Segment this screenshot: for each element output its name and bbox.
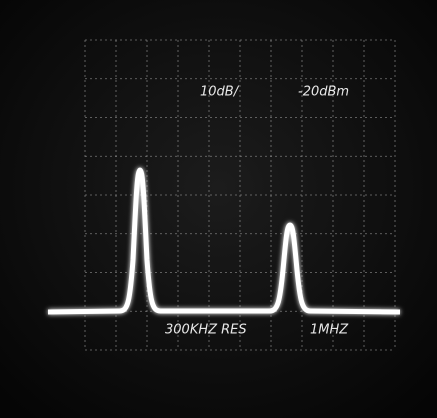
scale-label: 10dB/ <box>200 85 240 100</box>
spectrum-trace <box>47 167 401 315</box>
reference-level-label: -20dBm <box>298 85 349 100</box>
span-label: 1MHZ <box>310 323 349 338</box>
resolution-label: 300KHZ RES <box>165 323 247 338</box>
